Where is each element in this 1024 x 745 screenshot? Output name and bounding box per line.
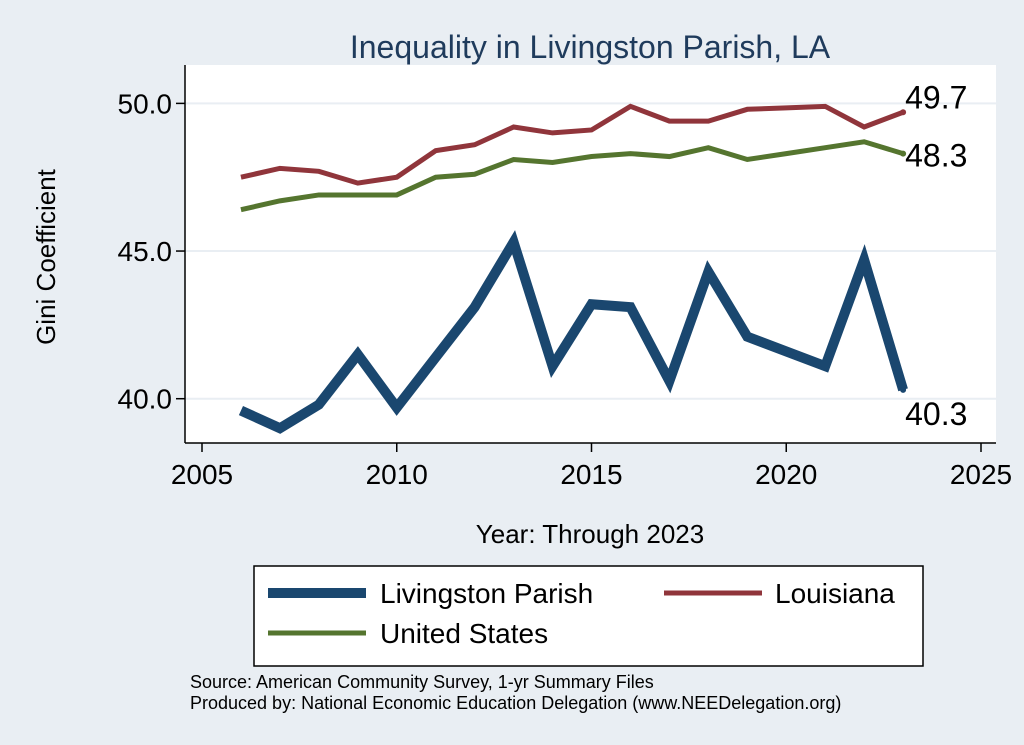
source-note: Source: American Community Survey, 1-yr … [190,672,654,692]
axes: 40.0 45.0 50.0 2005 2010 2015 2020 2025 [118,65,1012,490]
end-labels: 40.3 49.7 48.3 [905,79,967,432]
end-label-louisiana: 49.7 [905,79,967,115]
y-tick-label: 45.0 [118,236,173,267]
y-tick-label: 40.0 [118,384,173,415]
end-marker-louisiana [900,109,907,116]
produced-by-note: Produced by: National Economic Education… [190,693,841,713]
end-label-livingston-parish: 40.3 [905,396,967,432]
chart-title: Inequality in Livingston Parish, LA [350,29,831,65]
legend: Livingston Parish Louisiana United State… [253,565,924,667]
legend-label-louisiana: Louisiana [775,578,895,609]
series-line-livingston-parish [238,230,908,434]
x-axis-title: Year: Through 2023 [476,519,704,549]
series-lines [238,103,908,434]
legend-label-united-states: United States [380,618,548,649]
end-marker-livingston-parish [900,386,907,393]
series-line-united-states [240,139,904,213]
series-line-louisiana [240,103,904,186]
x-tick-label: 2010 [366,459,428,490]
x-tick-label: 2005 [171,459,233,490]
legend-label-livingston-parish: Livingston Parish [380,578,593,609]
x-tick-label: 2020 [755,459,817,490]
y-axis-title: Gini Coefficient [31,168,61,345]
legend-box [253,565,924,667]
end-marker-united-states [900,150,907,157]
y-tick-label: 50.0 [118,88,173,119]
x-tick-label: 2025 [950,459,1012,490]
x-tick-label: 2015 [560,459,622,490]
end-label-united-states: 48.3 [905,138,967,174]
